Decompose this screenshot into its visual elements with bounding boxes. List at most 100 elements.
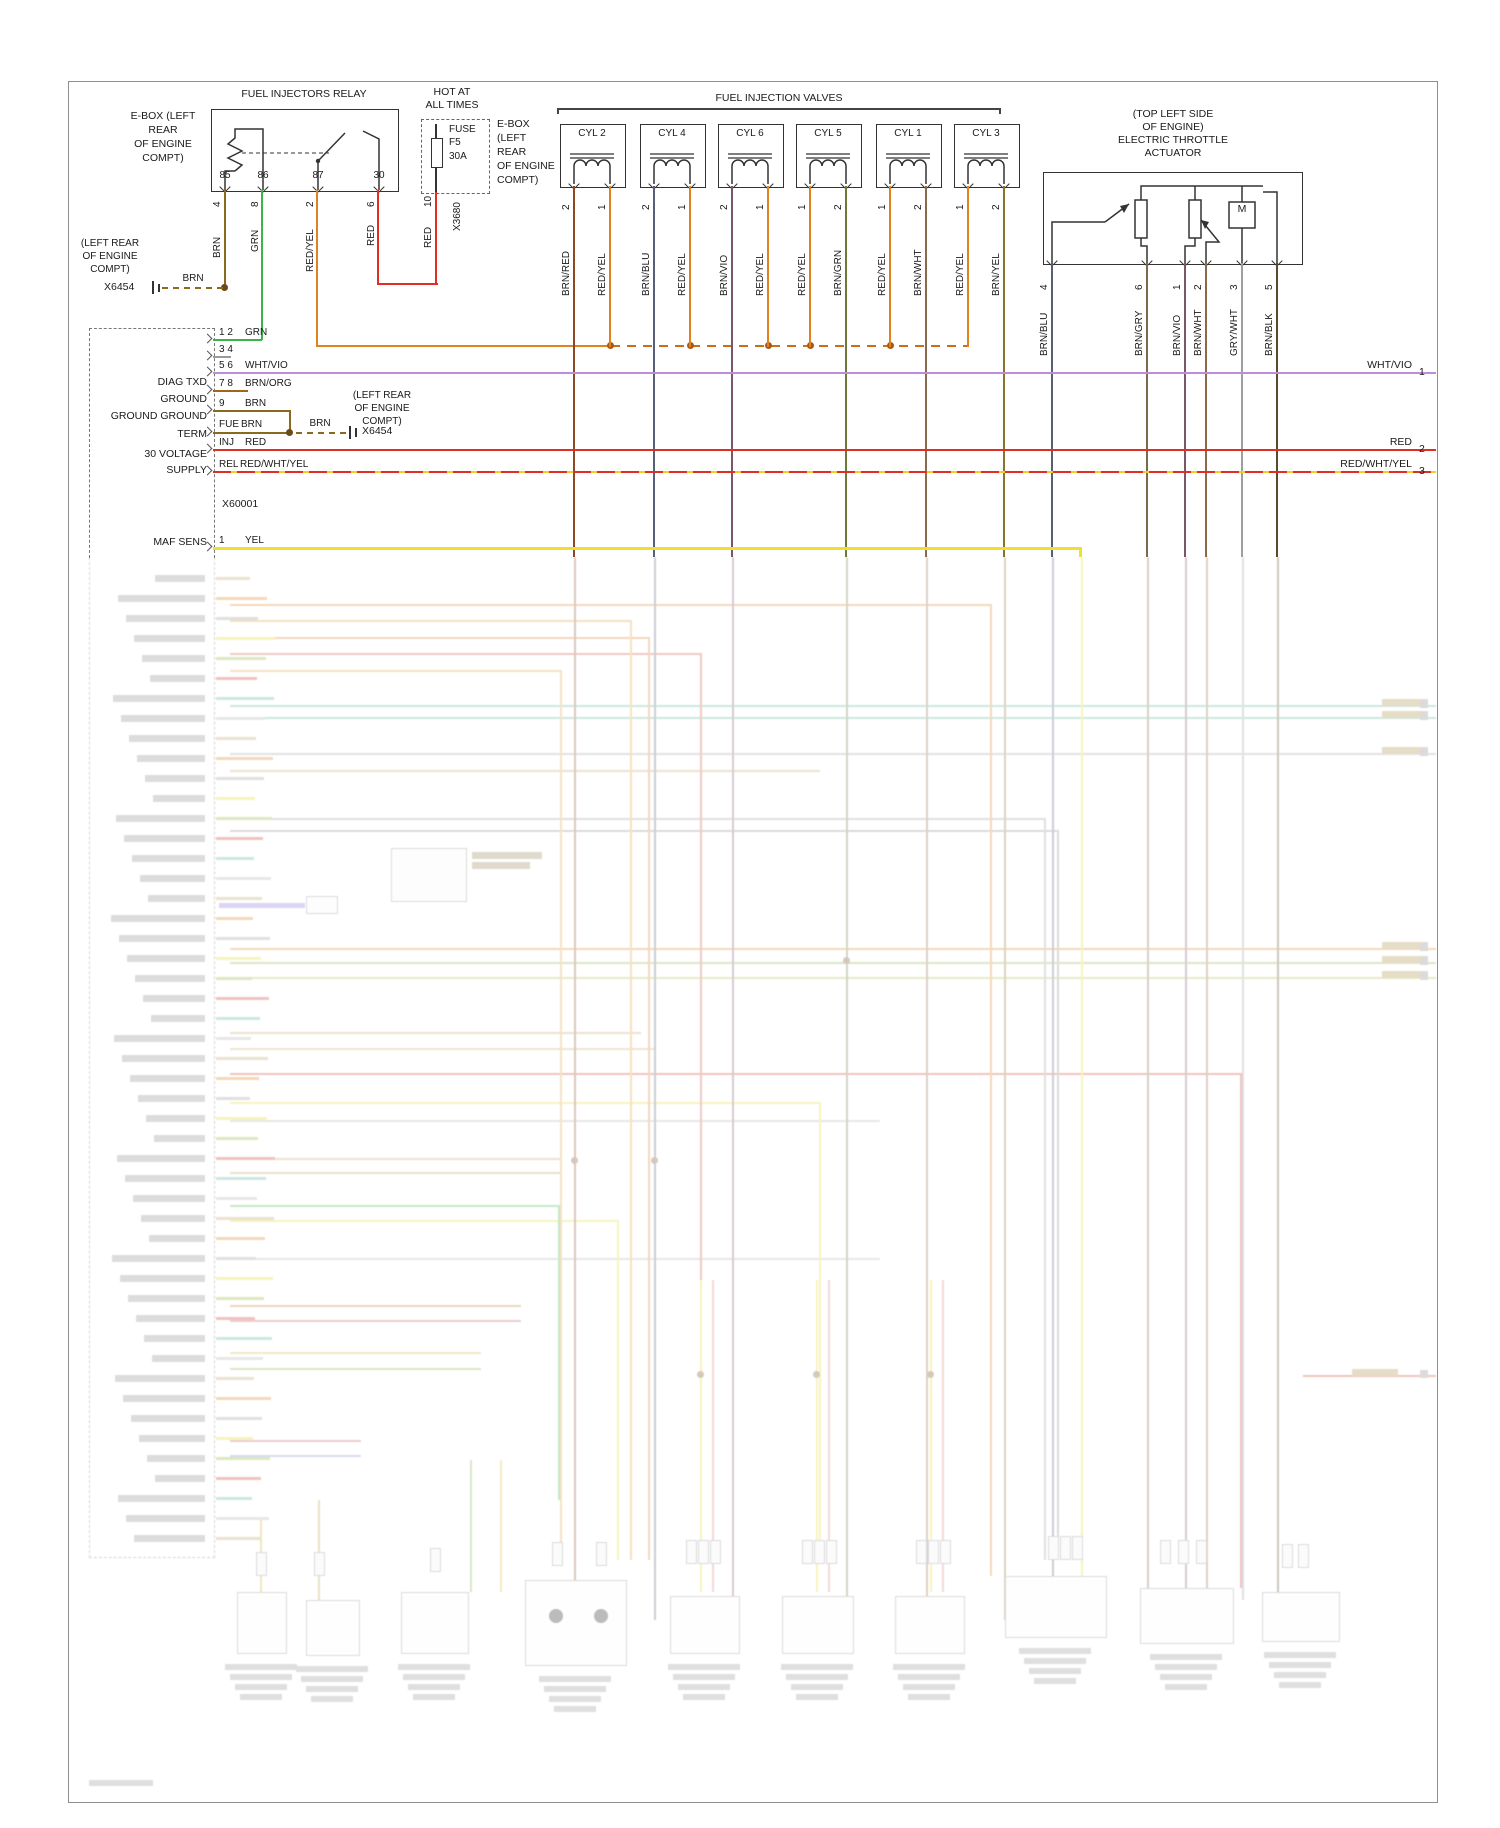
wire-color-label: BRN/BLU xyxy=(641,252,652,296)
wire-color-label: RED xyxy=(366,224,377,246)
pin-number: 1 xyxy=(797,204,808,210)
pin-number: 2 xyxy=(641,204,652,210)
cyl-label: CYL 2 xyxy=(578,128,606,139)
location-label: (LEFT REAR xyxy=(80,238,140,249)
wire-color-label: BRN xyxy=(182,273,204,284)
cyl-label: CYL 3 xyxy=(972,128,1000,139)
ecm-row-wire: WHT/VIO xyxy=(245,360,288,371)
pin-number: 1 xyxy=(597,204,608,210)
relay-wire-pin: 6 xyxy=(366,201,377,207)
ecm-function-label: DIAG TXD xyxy=(157,376,207,388)
relay-pin-86: 86 xyxy=(257,170,269,181)
redwhtyel-wire xyxy=(213,471,1436,473)
fuse-name: FUSE xyxy=(449,124,476,135)
wire-color-label: BRN/RED xyxy=(561,250,572,296)
location-label: COMPT) xyxy=(362,416,402,427)
injector-coil-icon xyxy=(728,153,772,184)
ecm-row-wire: RED/WHT/YEL xyxy=(240,459,309,470)
location-label: OF ENGINE xyxy=(82,251,138,262)
hot-at-label: ALL TIMES xyxy=(425,99,479,111)
ecm-row-pin: 1 xyxy=(219,535,225,546)
ecm-row-pin: INJ xyxy=(219,437,234,448)
red-wire xyxy=(377,190,379,285)
x3680-label: X3680 xyxy=(452,202,463,231)
wire-color-label: BRN xyxy=(212,236,223,258)
brnblu-wire xyxy=(653,186,655,557)
ebox-label: COMPT) xyxy=(497,174,539,186)
relay-pin-87: 87 xyxy=(312,170,324,181)
ebox-label: (LEFT xyxy=(497,132,527,144)
wire-color-label: BRN/WHT xyxy=(1193,309,1204,356)
ecm-row-pin: 9 xyxy=(219,398,225,409)
throttle-title: OF ENGINE) xyxy=(1142,121,1204,133)
red-fuse-wire xyxy=(435,192,437,285)
brnvio-wire xyxy=(1184,263,1186,557)
wire-color-label: BRN/VIO xyxy=(1172,314,1183,356)
exit-pin-number: 2 xyxy=(1419,443,1425,455)
pin-number: 3 xyxy=(1229,284,1240,290)
fuse-rating: 30A xyxy=(449,151,467,162)
injector-coil-icon xyxy=(650,153,694,184)
cyl-label: CYL 5 xyxy=(814,128,842,139)
wire-color-label: BRN/YEL xyxy=(991,253,1002,296)
throttle-title: ELECTRIC THROTTLE xyxy=(1117,134,1229,146)
brnblk-wire xyxy=(1276,263,1278,557)
wire-color-label: BRN/VIO xyxy=(719,254,730,296)
ecm-function-label: GROUND GROUND xyxy=(110,410,207,422)
location-label: OF ENGINE xyxy=(354,403,410,414)
ecm-row-wire: BRN xyxy=(241,419,263,430)
ecm-row-wire: GRN xyxy=(245,327,268,338)
connector-symbol-icon xyxy=(349,426,351,439)
whtvio-wire xyxy=(213,372,1436,374)
wire-color-label: RED/YEL xyxy=(955,253,966,296)
brn-dashed-wire xyxy=(162,287,224,289)
cyl-label: CYL 1 xyxy=(894,128,922,139)
relay-wire-pin: 4 xyxy=(212,201,223,207)
pin-number: 2 xyxy=(1193,284,1204,290)
grn-wire xyxy=(213,339,262,341)
redyel-wire xyxy=(889,186,891,347)
brnorg-wire xyxy=(213,390,248,392)
injector-coil-icon xyxy=(570,153,614,184)
brnred-wire xyxy=(573,186,575,557)
junction-dot xyxy=(286,429,293,436)
ebox-label: OF ENGINE xyxy=(134,138,192,150)
injector-box-cyl5 xyxy=(796,124,862,188)
ebox-label: REAR xyxy=(148,124,178,136)
wire-color-label: RED/YEL xyxy=(877,253,888,296)
wire-color-label: RED/YEL xyxy=(597,253,608,296)
brnwht-wire xyxy=(925,186,927,557)
exit-wire-label: RED xyxy=(1389,436,1412,448)
throttle-title: ACTUATOR xyxy=(1144,147,1202,159)
fuse-pin: 10 xyxy=(423,195,434,207)
redyel-wire xyxy=(809,186,811,347)
yel-wire xyxy=(1079,547,1082,557)
pin-number: 4 xyxy=(1039,284,1050,290)
wire-color-label: BRN/GRN xyxy=(833,249,844,296)
ebox-label: COMPT) xyxy=(142,152,184,164)
wire-color-label: RED/YEL xyxy=(677,253,688,296)
injector-box-cyl2 xyxy=(560,124,626,188)
ecm-row-wire: BRN xyxy=(245,398,267,409)
location-label: COMPT) xyxy=(90,264,130,275)
pin-number: 2 xyxy=(833,204,844,210)
ecm-row-pin: 3 4 xyxy=(219,344,233,355)
wire-color-label: RED/YEL xyxy=(755,253,766,296)
ebox-label: E-BOX xyxy=(497,118,530,130)
injector-coil-icon xyxy=(886,153,930,184)
redyel-bus xyxy=(316,345,611,347)
throttle-actuator-box xyxy=(1043,172,1303,265)
brn-wire xyxy=(289,410,291,433)
grn-wire xyxy=(261,190,263,340)
red-wire xyxy=(213,449,1436,451)
pin-number: 1 xyxy=(677,204,688,210)
red-wire xyxy=(377,283,438,285)
wire-color-label: BRN/BLK xyxy=(1264,313,1275,356)
ebox-label: E-BOX (LEFT xyxy=(130,110,196,122)
pin-number: 2 xyxy=(561,204,572,210)
pin-number: 1 xyxy=(877,204,888,210)
valves-bracket xyxy=(999,108,1001,114)
brnvio-wire xyxy=(731,186,733,557)
brnblu-wire xyxy=(1051,263,1053,557)
